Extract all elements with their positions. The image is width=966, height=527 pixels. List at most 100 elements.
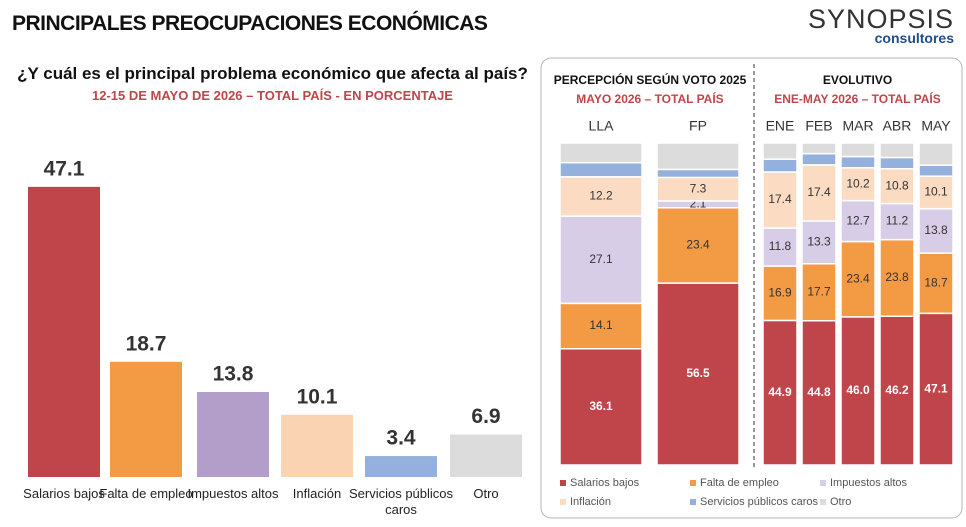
bar-segment	[801, 319, 837, 466]
bar	[197, 391, 269, 477]
value-label: 18.7	[924, 275, 948, 289]
chart-subtitle: 12-15 DE MAYO DE 2026 – TOTAL PAÍS - EN …	[92, 88, 453, 103]
legend-label: Salarios bajos	[570, 477, 640, 489]
legend-swatch	[820, 499, 826, 505]
bar-segment	[656, 168, 740, 179]
x-tick-label: MAR	[842, 118, 873, 134]
legend-label: Inflación	[570, 496, 611, 508]
value-label: 14.1	[589, 318, 613, 332]
x-tick-label: Inflación	[292, 486, 342, 501]
bar-segment	[840, 142, 876, 158]
bar	[365, 456, 437, 477]
bar	[450, 434, 522, 477]
bar-segment	[559, 142, 643, 164]
value-label: 11.8	[769, 239, 792, 253]
bar-segment	[840, 167, 876, 202]
x-tick-label: MAY	[921, 118, 951, 134]
x-tick-label: FEB	[805, 118, 832, 134]
bar-segment	[762, 171, 798, 229]
value-label: 47.1	[924, 381, 948, 395]
bar-segment	[840, 199, 876, 243]
bar-segment	[559, 302, 643, 350]
x-tick-label: Salarios bajos	[23, 486, 105, 501]
chart-subtitle: ENE-MAY 2026 – TOTAL PAÍS	[774, 92, 941, 106]
value-label: 13.8	[213, 363, 254, 386]
legend-swatch	[560, 480, 566, 486]
bar-segment	[559, 161, 643, 178]
bar-segment	[879, 168, 915, 205]
chart-subtitle: MAYO 2026 – TOTAL PAÍS	[576, 92, 724, 106]
value-label: 36.1	[589, 399, 613, 413]
bar-segment	[840, 316, 876, 466]
x-tick-label: LLA	[589, 118, 615, 134]
page-title: PRINCIPALES PREOCUPACIONES ECONÓMICAS	[12, 12, 488, 35]
bar-segment	[762, 227, 798, 267]
value-label: 17.4	[768, 192, 792, 206]
bar-segment	[762, 265, 798, 322]
legend-label: Falta de empleo	[700, 477, 779, 489]
bar-segment	[762, 142, 798, 160]
bar-segment	[918, 312, 954, 466]
x-tick-label: Falta de empleo	[99, 486, 193, 501]
bar-segment	[801, 164, 837, 222]
value-label: 11.2	[886, 214, 909, 228]
bar-segment	[879, 142, 915, 159]
x-tick-label: Servicios públicos caros	[348, 486, 454, 517]
value-label: 3.4	[386, 427, 416, 450]
value-label: 13.3	[807, 235, 831, 249]
value-label: 44.8	[807, 385, 831, 399]
value-label: 10.2	[846, 176, 870, 190]
value-label: 47.1	[44, 157, 85, 180]
logo-subtitle: consultores	[874, 30, 954, 46]
bar-segment	[879, 238, 915, 317]
x-tick-label: ABR	[883, 118, 912, 134]
bar-segment	[840, 155, 876, 169]
value-label: 56.5	[686, 366, 710, 380]
x-tick-label: Impuestos altos	[187, 486, 279, 501]
value-label: 46.0	[846, 383, 870, 397]
value-label: 12.7	[846, 213, 870, 227]
bar-segment	[879, 202, 915, 241]
bar-segment	[762, 158, 798, 173]
value-label: 10.1	[297, 385, 338, 408]
bar-segment	[559, 348, 643, 466]
bar-segment	[918, 164, 954, 177]
value-label: 7.3	[690, 181, 707, 195]
legend-swatch	[690, 480, 696, 486]
value-label: 17.7	[807, 284, 831, 298]
value-label: 13.8	[924, 223, 948, 237]
legend-swatch	[560, 499, 566, 505]
x-tick-label: ENE	[766, 118, 795, 134]
value-label: 16.9	[768, 285, 792, 299]
legend-label: Otro	[830, 496, 851, 508]
logo: SYNOPSIS	[807, 4, 954, 34]
legend-label: Impuestos altos	[830, 477, 908, 489]
chart-title: PERCEPCIÓN SEGÚN VOTO 2025	[553, 73, 747, 87]
bar	[28, 186, 100, 477]
x-tick-label: Otro	[473, 486, 499, 501]
value-label: 10.8	[885, 178, 909, 192]
chart-title: ¿Y cuál es el principal problema económi…	[17, 64, 528, 83]
bar-segment	[656, 142, 740, 171]
bar	[281, 414, 353, 477]
bar-segment	[879, 156, 915, 170]
bar-segment	[801, 142, 837, 155]
value-label: 23.4	[846, 271, 870, 285]
bar-segment	[801, 152, 837, 166]
x-tick-label: FP	[689, 118, 707, 134]
legend-swatch	[690, 499, 696, 505]
value-label: 10.1	[924, 185, 948, 199]
value-label: 46.2	[885, 383, 909, 397]
legend-label: Servicios públicos caros	[700, 496, 818, 508]
value-label: 23.4	[686, 238, 710, 252]
bar	[110, 361, 182, 477]
bar-segment	[559, 215, 643, 305]
value-label: 23.8	[885, 270, 909, 284]
bar-segment	[656, 206, 740, 284]
legend-swatch	[820, 480, 826, 486]
bar-segment	[918, 142, 954, 166]
value-label: 44.9	[768, 385, 792, 399]
value-label: 12.2	[589, 189, 613, 203]
